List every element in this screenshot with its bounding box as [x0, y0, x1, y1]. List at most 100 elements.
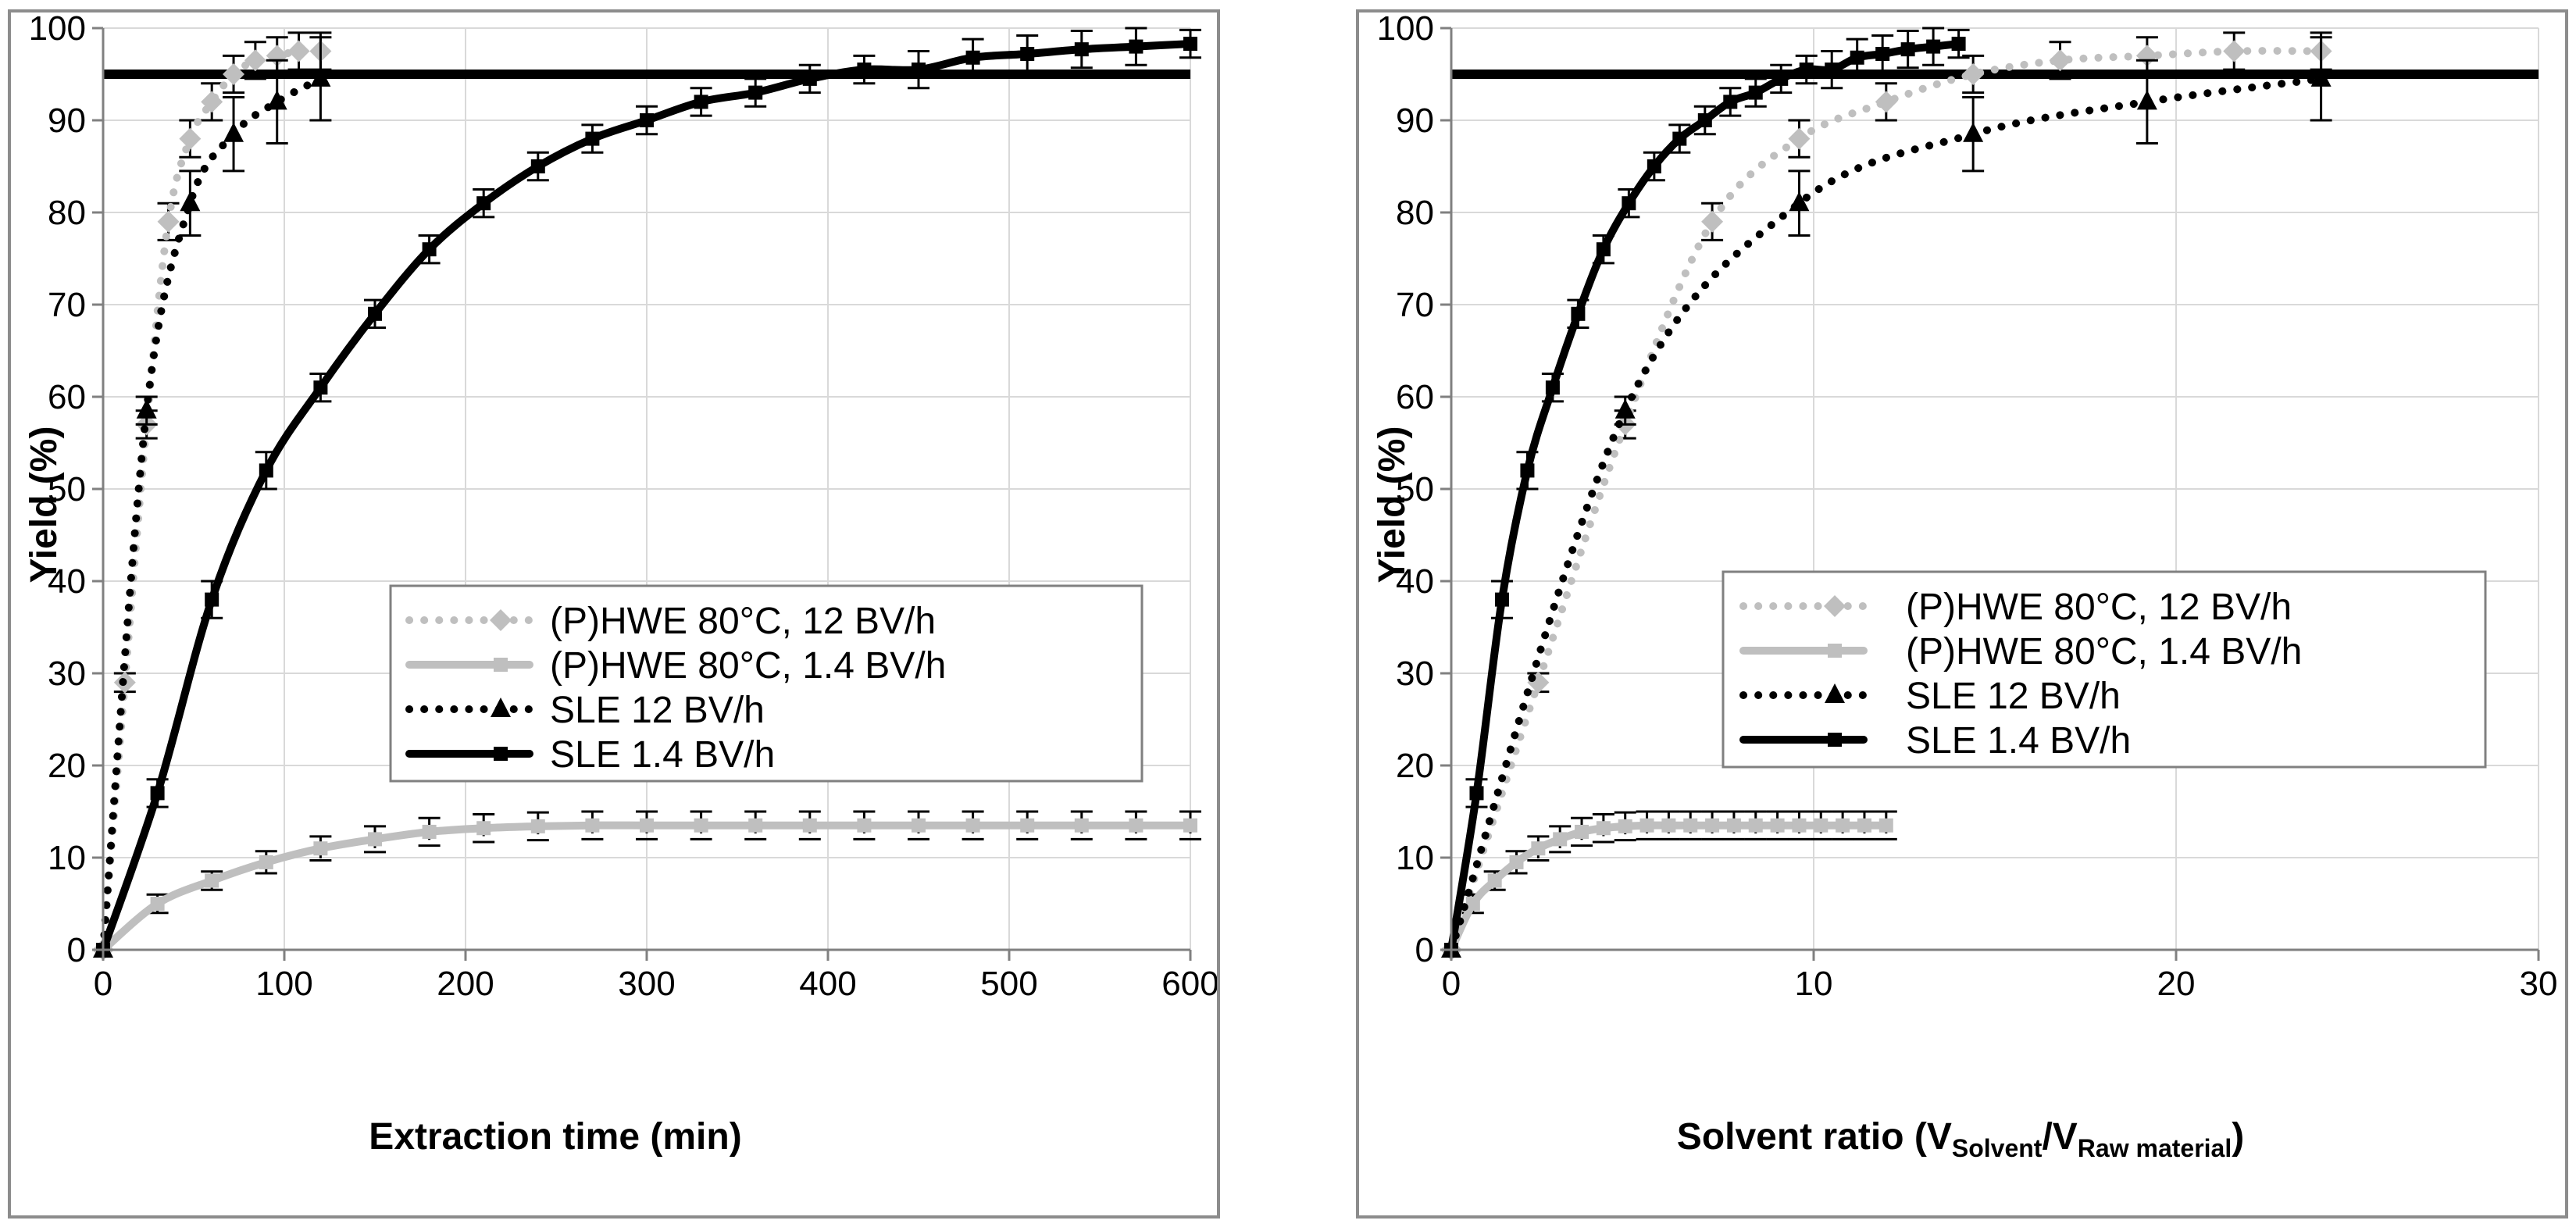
series-sle-1-4-bv-h-point [1875, 47, 1890, 62]
legend-label-p-hwe-80-c-12-bv-h: (P)HWE 80°C, 12 BV/h [550, 601, 936, 642]
series-sle-1-4-bv-h-point [1799, 62, 1814, 77]
series-sle-1-4-bv-h-line [1447, 40, 1963, 954]
series-sle-12-bv-h-point [180, 191, 201, 212]
series-sle-12-bv-h-point [136, 398, 157, 419]
series-sle-1-4-bv-h-point [1850, 50, 1864, 65]
y-tick-label: 30 [48, 655, 86, 693]
series-sle-1-4-bv-h-point [1520, 463, 1535, 478]
series-sle-12-bv-h-point [2136, 90, 2157, 110]
y-tick-label: 60 [1396, 378, 1434, 416]
y-tick-label: 40 [1396, 562, 1434, 601]
series-sle-1-4-bv-h-point [1774, 71, 1789, 86]
series-p-hwe-80-c-1-4-bv-h-point [912, 818, 926, 833]
x-tick-label: 400 [799, 965, 856, 1003]
series-p-hwe-80-c-1-4-bv-h-point [802, 818, 817, 833]
series-p-hwe-80-c-1-4-bv-h-point [1878, 818, 1893, 833]
series-sle-1-4-bv-h-point [802, 71, 817, 86]
series-p-hwe-80-c-1-4-bv-h-point [748, 818, 763, 833]
series-sle-1-4-bv-h-point [530, 159, 545, 173]
series-p-hwe-80-c-1-4-bv-h-point [1074, 818, 1089, 833]
y-tick-label: 90 [48, 102, 86, 140]
series-sle-12-bv-h-point [310, 66, 331, 87]
y-tick-label: 30 [1396, 655, 1434, 693]
series-sle-1-4-bv-h-point [857, 62, 872, 77]
legend-marker [490, 609, 512, 631]
series-sle-1-4-bv-h-point [205, 592, 219, 607]
series-sle-1-4-bv-h-point [1825, 62, 1839, 77]
series-sle-1-4-bv-h-point [1469, 786, 1484, 801]
legend: (P)HWE 80°C, 12 BV/h(P)HWE 80°C, 1.4 BV/… [389, 584, 1144, 783]
series-p-hwe-80-c-12-bv-h-point [157, 210, 180, 233]
legend-label-sle-12-bv-h: SLE 12 BV/h [1906, 676, 2121, 717]
series-p-hwe-80-c-1-4-bv-h [96, 810, 1201, 957]
y-axis-label: Yield (%) [23, 426, 65, 583]
y-tick-label: 80 [1396, 194, 1434, 232]
series-sle-1-4-bv-h-point [640, 113, 654, 127]
chart-panel-solvent-ratio: 0 10 20 30 0 10 20 30 40 50 60 70 80 90 100 Yield (%) … [1356, 9, 2568, 1219]
series-sle-1-4-bv-h-point [150, 786, 165, 801]
series-p-hwe-80-c-1-4-bv-h-point [1683, 818, 1698, 833]
x-tick-label: 600 [1161, 965, 1217, 1003]
legend: (P)HWE 80°C, 12 BV/h(P)HWE 80°C, 1.4 BV/… [1721, 570, 2487, 769]
series-sle-12-bv-h [93, 36, 332, 958]
y-tick-label: 0 [67, 931, 86, 969]
series-p-hwe-80-c-1-4-bv-h-point [259, 855, 273, 869]
series-p-hwe-80-c-1-4-bv-h-point [694, 818, 708, 833]
y-tick-label: 90 [1396, 102, 1434, 140]
series-p-hwe-80-c-1-4-bv-h-point [1661, 818, 1676, 833]
chart-panel-extraction-time: 0 100 200 300 400 500 600 0 10 20 30 40 50 60 70 80 90 10… [8, 9, 1220, 1219]
series-sle-1-4-bv-h-point [1723, 95, 1738, 109]
legend-marker [1828, 644, 1842, 658]
series-sle-1-4-bv-h-point [1074, 42, 1089, 57]
series-sle-1-4-bv-h-line [99, 40, 1194, 954]
y-tick-label: 70 [48, 286, 86, 324]
y-tick-label: 20 [1396, 747, 1434, 785]
series-p-hwe-80-c-1-4-bv-h-point [965, 818, 980, 833]
series-p-hwe-80-c-12-bv-h-point [244, 49, 266, 72]
series-sle-1-4-bv-h-point [1697, 113, 1712, 127]
series-p-hwe-80-c-1-4-bv-h-point [1531, 841, 1546, 856]
series-sle-1-4-bv-h [1444, 27, 1970, 957]
series-p-hwe-80-c-1-4-bv-h-point [1183, 818, 1197, 833]
y-axis-label: Yield (%) [1372, 426, 1413, 583]
series-sle-1-4-bv-h-point [422, 242, 437, 257]
series-sle-1-4-bv-h-point [1900, 42, 1915, 57]
x-tick-label: 20 [2157, 965, 2196, 1003]
series-sle-1-4-bv-h [96, 27, 1201, 957]
series-p-hwe-80-c-1-4-bv-h-point [1639, 818, 1654, 833]
series-p-hwe-80-c-1-4-bv-h-point [150, 897, 165, 911]
y-tick-label: 70 [1396, 286, 1434, 324]
series-sle-1-4-bv-h-point [1545, 380, 1560, 395]
series-p-hwe-80-c-12-bv-h-point [2049, 49, 2071, 72]
series-p-hwe-80-c-1-4-bv-h-point [313, 841, 328, 856]
y-tick-label: 100 [1377, 12, 1434, 48]
legend-label-sle-1-4-bv-h: SLE 1.4 BV/h [550, 734, 775, 776]
series-p-hwe-80-c-1-4-bv-h-point [368, 832, 382, 847]
x-tick-label: 0 [1442, 965, 1461, 1003]
series-sle-1-4-bv-h-point [259, 463, 273, 478]
y-tick-label: 100 [29, 12, 86, 48]
series-sle-1-4-bv-h-point [1183, 37, 1197, 52]
legend-label-p-hwe-80-c-12-bv-h: (P)HWE 80°C, 12 BV/h [1906, 587, 2292, 628]
legend-marker [1825, 683, 1845, 703]
x-tick-label: 10 [1795, 965, 1833, 1003]
x-tick-label: 30 [2520, 965, 2558, 1003]
y-tick-label: 20 [48, 747, 86, 785]
x-tick-label: 100 [255, 965, 312, 1003]
y-tick-label: 0 [1415, 931, 1434, 969]
series-p-hwe-80-c-1-4-bv-h-point [585, 818, 600, 833]
series-p-hwe-80-c-12-bv-h-point [2223, 40, 2246, 62]
series-p-hwe-80-c-1-4-bv-h-point [1465, 897, 1480, 911]
y-tick-label: 80 [48, 194, 86, 232]
legend-marker [491, 698, 511, 717]
series-p-hwe-80-c-1-4-bv-h-point [1553, 832, 1568, 847]
legend-label-p-hwe-80-c-1-4-bv-h: (P)HWE 80°C, 1.4 BV/h [550, 645, 946, 687]
x-axis-label: Extraction time (min) [369, 1116, 741, 1158]
series-sle-1-4-bv-h-point [1020, 47, 1035, 62]
x-tick-label: 200 [437, 965, 494, 1003]
series-p-hwe-80-c-1-4-bv-h-point [1792, 818, 1807, 833]
series-sle-12-bv-h-point [1789, 191, 1810, 212]
series-sle-1-4-bv-h-point [1494, 592, 1509, 607]
series-sle-1-4-bv-h-point [1672, 131, 1687, 146]
series-sle-12-bv-h-point [1963, 122, 1984, 142]
